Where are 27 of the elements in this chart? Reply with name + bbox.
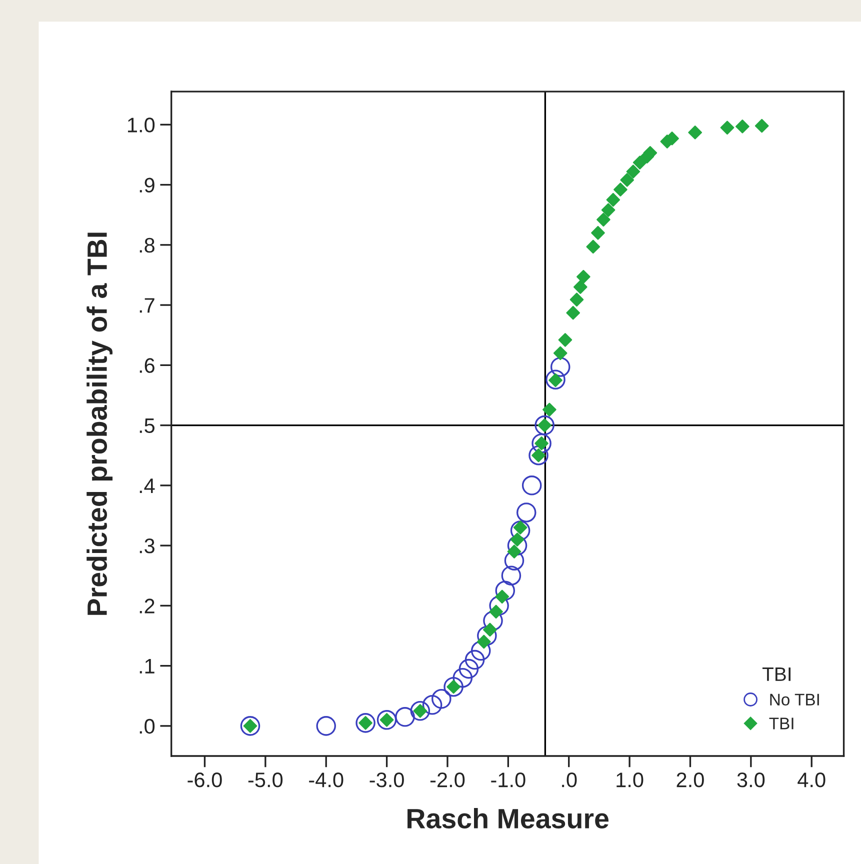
x-tick-label: -4.0 [309,772,344,788]
x-tick-label: 2.0 [676,772,704,788]
x-tick-label: -6.0 [188,772,222,788]
x-tick-label: -5.0 [248,772,283,788]
y-tick-label: .2 [140,598,154,614]
x-tick-label: .0 [562,772,577,788]
x-axis-title: Rasch Measure [408,808,609,828]
y-axis-title: Predicted probability of a TBI [86,232,113,615]
y-tick-label: .9 [140,178,154,193]
y-tick-label: .0 [140,718,155,734]
x-tick-label: 3.0 [737,772,765,788]
y-tick-label: .3 [140,538,154,554]
y-tick-label: .5 [140,418,154,434]
x-tick-label: -1.0 [491,772,526,788]
legend-label: No TBI [770,694,819,706]
x-tick-label: 1.0 [616,772,644,788]
y-tick-label: 1.0 [128,118,155,132]
x-tick-label: 4.0 [798,772,826,788]
x-tick-label: -2.0 [430,772,465,788]
y-tick-label: .6 [140,358,154,373]
x-tick-label: -3.0 [370,772,404,788]
y-tick-label: .1 [140,659,154,674]
y-tick-label: .4 [140,478,155,493]
legend-label: TBI [769,718,794,730]
y-tick-label: .7 [140,298,154,313]
y-tick-label: .8 [140,238,154,253]
legend-title: TBI [762,668,790,681]
